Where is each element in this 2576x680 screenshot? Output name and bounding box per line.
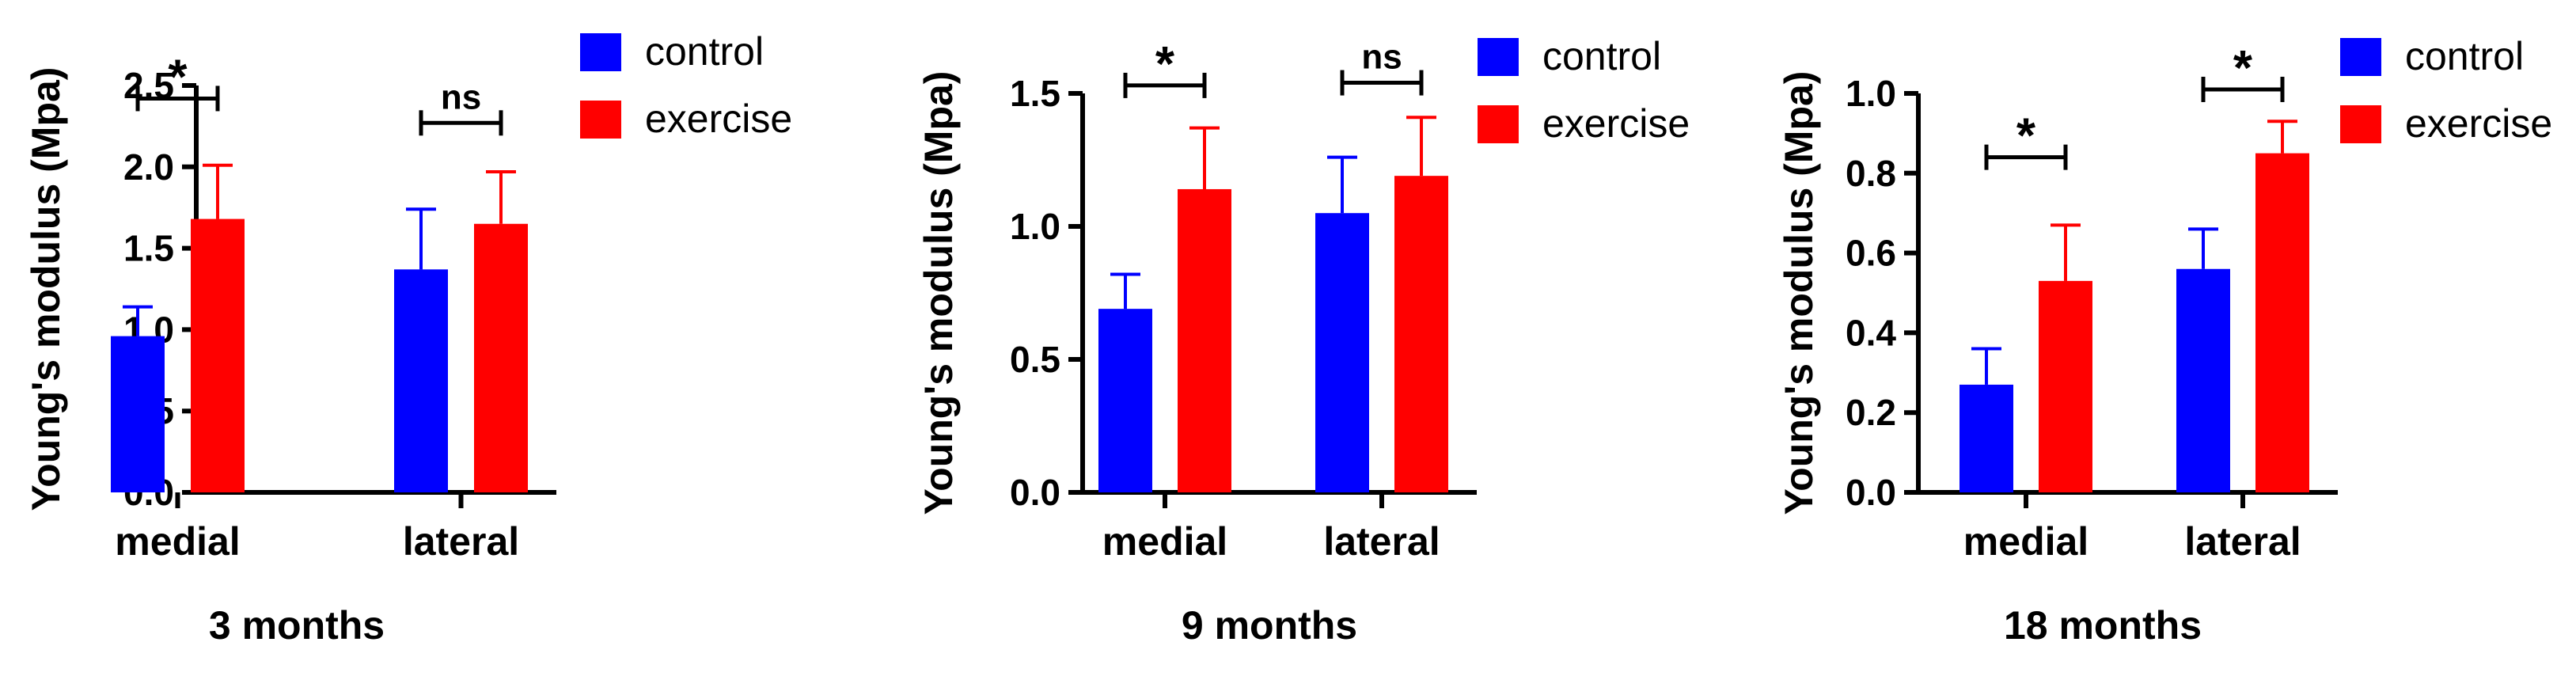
legend-label-exercise: exercise bbox=[645, 97, 792, 141]
significance-label: * bbox=[2233, 41, 2253, 96]
significance-label: * bbox=[168, 50, 188, 104]
bar-exercise-lateral bbox=[1394, 176, 1448, 492]
legend-label-control: control bbox=[2405, 34, 2524, 78]
panel-title: 18 months bbox=[2004, 603, 2202, 648]
legend-label-control: control bbox=[645, 29, 764, 74]
y-axis-label: Young's modulus (Mpa) bbox=[1777, 71, 1821, 515]
y-tick-label: 0.0 bbox=[1846, 472, 1896, 513]
bar-control-lateral bbox=[394, 269, 448, 492]
bar-exercise-lateral bbox=[474, 223, 528, 492]
y-tick-label: 0.6 bbox=[1846, 233, 1896, 274]
legend-swatch-control bbox=[580, 33, 621, 71]
bar-control-lateral bbox=[2176, 268, 2230, 492]
y-tick-label: 1.0 bbox=[1010, 206, 1060, 247]
legend-label-control: control bbox=[1542, 34, 1661, 78]
bar-control-medial bbox=[1098, 309, 1152, 492]
bar-exercise-medial bbox=[2039, 280, 2092, 492]
significance-label: ns bbox=[1361, 38, 1402, 77]
bar-control-medial bbox=[111, 336, 165, 492]
x-category-label: medial bbox=[1102, 519, 1227, 564]
y-tick-label: 0.0 bbox=[1010, 472, 1060, 513]
y-axis-label: Young's modulus (Mpa) bbox=[916, 71, 961, 515]
y-tick-label: 0.8 bbox=[1846, 153, 1896, 194]
x-category-label: lateral bbox=[403, 519, 519, 564]
panel-title: 9 months bbox=[1182, 603, 1357, 648]
legend-label-exercise: exercise bbox=[1542, 101, 1690, 146]
legend-swatch-control bbox=[2340, 38, 2381, 76]
y-tick-label: 1.5 bbox=[1010, 73, 1060, 114]
legend-label-exercise: exercise bbox=[2405, 101, 2552, 146]
y-tick-label: 0.2 bbox=[1846, 392, 1896, 433]
legend-swatch-control bbox=[1478, 38, 1519, 76]
y-axis-label: Young's modulus (Mpa) bbox=[24, 67, 68, 511]
significance-label: * bbox=[1155, 37, 1175, 92]
y-tick-label: 0.5 bbox=[1010, 339, 1060, 380]
bar-exercise-medial bbox=[1178, 188, 1231, 492]
x-category-label: medial bbox=[1963, 519, 2088, 564]
y-tick-label: 2.0 bbox=[123, 146, 174, 188]
chart-panel-3: 0.0 0.2 0.4 0.6 0.8 1.0 Young's modulus (Mpa) m… bbox=[1777, 34, 2552, 648]
y-tick-label: 1.0 bbox=[1846, 73, 1896, 114]
y-tick-label: 0.4 bbox=[1846, 312, 1896, 353]
bar-control-medial bbox=[1960, 384, 2013, 492]
bar-exercise-medial bbox=[191, 218, 245, 492]
y-tick-label: 1.5 bbox=[123, 228, 174, 269]
panel-title: 3 months bbox=[209, 603, 385, 648]
legend-swatch-exercise bbox=[580, 101, 621, 139]
chart-panel-2: 0.0 0.5 1.0 1.5 Young's modulus (Mpa) medial l… bbox=[916, 34, 1690, 648]
x-category-label: lateral bbox=[2184, 519, 2301, 564]
bar-control-lateral bbox=[1315, 213, 1369, 492]
x-category-label: medial bbox=[115, 519, 240, 564]
legend-swatch-exercise bbox=[2340, 105, 2381, 143]
bar-exercise-lateral bbox=[2255, 153, 2309, 492]
significance-label: ns bbox=[441, 78, 481, 116]
significance-label: * bbox=[2016, 109, 2036, 164]
legend-swatch-exercise bbox=[1478, 105, 1519, 143]
x-category-label: lateral bbox=[1323, 519, 1440, 564]
